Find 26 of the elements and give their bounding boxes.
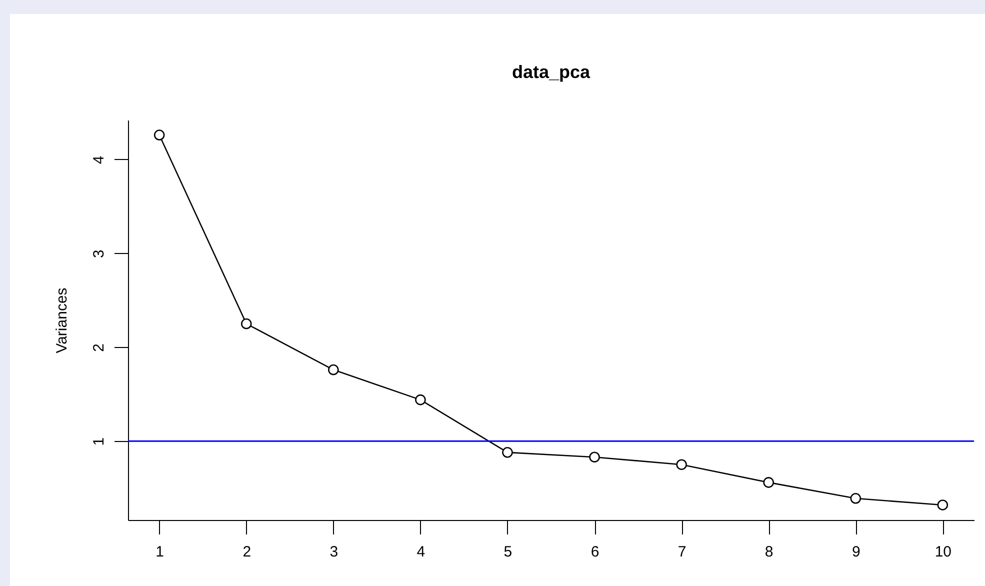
- x-tick-label: 6: [590, 544, 600, 560]
- y-tick-label: 1: [90, 437, 108, 446]
- x-tick-label: 2: [242, 544, 252, 560]
- point: [937, 500, 948, 510]
- point: [154, 130, 165, 140]
- point: [676, 459, 687, 470]
- y-axis-title: Variances: [54, 288, 70, 354]
- y-tick-label: 3: [90, 250, 108, 258]
- y-tick-label: 2: [90, 344, 108, 352]
- point: [763, 477, 774, 488]
- point: [240, 318, 252, 330]
- x-tick-label: 4: [416, 544, 426, 560]
- point: [328, 364, 339, 376]
- x-tick-label: 1: [156, 544, 164, 560]
- x-tick-label: 9: [852, 544, 860, 560]
- x-tick-label: 3: [330, 544, 338, 560]
- x-tick-label: 7: [678, 544, 686, 560]
- point: [502, 447, 513, 458]
- point: [415, 394, 426, 406]
- y-tick-label: 4: [90, 156, 108, 164]
- chart-title: data_pca: [512, 62, 592, 82]
- x-tick-label: 10: [934, 544, 952, 560]
- x-tick-label: 5: [504, 544, 512, 560]
- point: [850, 493, 862, 504]
- x-tick-label: 8: [764, 544, 774, 560]
- point: [589, 452, 600, 462]
